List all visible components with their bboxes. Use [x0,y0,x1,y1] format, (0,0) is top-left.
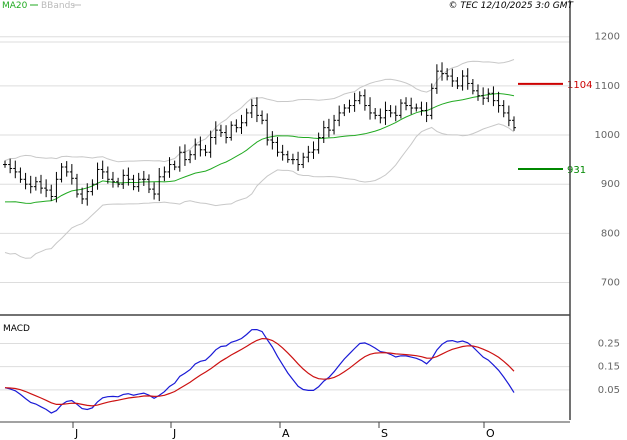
price-tick-label: 700 [601,278,620,289]
x-tick-label: J [74,427,78,440]
x-tick-label: O [486,427,495,440]
macd-tick-label: 0.15 [598,362,620,373]
price-tick-label: 1200 [595,32,620,43]
price-tick-label: 800 [601,228,620,239]
level-label: 931 [567,165,586,176]
bollinger-upper-line [4,59,515,163]
x-tick-label: S [381,427,388,440]
ma20-line [5,92,515,204]
bollinger-lower-line [4,123,515,259]
copyright-text: © TEC 12/10/2025 3:0 GMT [448,1,574,11]
macd-tick-label: 0.25 [598,339,620,350]
legend-ma20-label: MA20 [2,1,28,11]
price-panel: 1104 931 [3,59,592,259]
macd-tick-label: 0.05 [598,385,620,396]
macd-line [4,328,515,414]
macd-panel [4,328,515,414]
x-tick-label: A [282,427,290,440]
price-tick-label: 900 [601,179,620,190]
price-tick-label: 1000 [595,130,620,141]
x-tick-label: J [172,427,176,440]
price-tick-label: 1100 [595,81,620,92]
macd-signal-line [4,337,515,407]
macd-label: MACD [3,324,30,334]
legend-bbands-label: BBands [41,1,75,11]
level-label: 1104 [567,80,592,91]
